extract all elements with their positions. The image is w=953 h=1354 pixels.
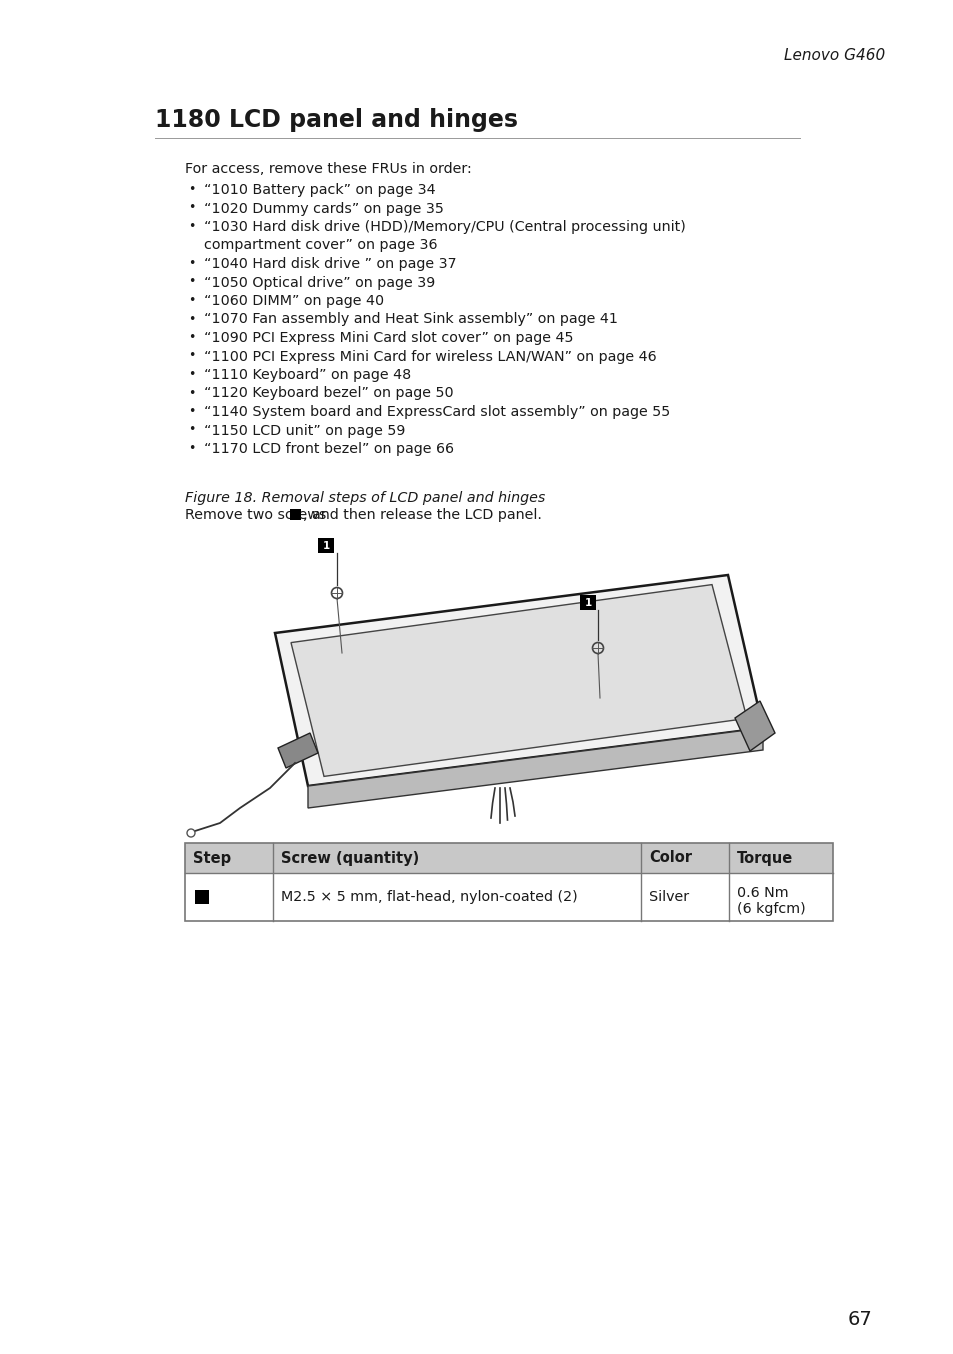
Polygon shape [277,733,317,768]
Text: “1020 Dummy cards” on page 35: “1020 Dummy cards” on page 35 [204,202,443,215]
Polygon shape [734,701,774,751]
Text: “1170 LCD front bezel” on page 66: “1170 LCD front bezel” on page 66 [204,441,454,456]
Text: •: • [188,275,195,288]
Text: Step: Step [193,850,231,865]
Text: Lenovo G460: Lenovo G460 [783,47,884,64]
Bar [317,538,334,552]
Text: •: • [188,386,195,399]
Text: 67: 67 [846,1311,871,1330]
Text: •: • [188,183,195,196]
Text: •: • [188,313,195,325]
Text: “1100 PCI Express Mini Card for wireless LAN/WAN” on page 46: “1100 PCI Express Mini Card for wireless… [204,349,656,363]
Text: •: • [188,368,195,380]
Polygon shape [308,728,762,808]
Text: Figure 18. Removal steps of LCD panel and hinges: Figure 18. Removal steps of LCD panel an… [185,492,545,505]
Text: 1: 1 [584,598,591,608]
Text: “1060 DIMM” on page 40: “1060 DIMM” on page 40 [204,294,384,307]
Text: •: • [188,405,195,418]
Text: •: • [188,349,195,363]
Text: (6 kgfcm): (6 kgfcm) [737,902,805,917]
Bar [579,594,596,611]
Text: “1030 Hard disk drive (HDD)/Memory/CPU (Central processing unit): “1030 Hard disk drive (HDD)/Memory/CPU (… [204,219,685,234]
Text: M2.5 × 5 mm, flat-head, nylon-coated (2): M2.5 × 5 mm, flat-head, nylon-coated (2) [281,890,578,904]
Text: “1070 Fan assembly and Heat Sink assembly” on page 41: “1070 Fan assembly and Heat Sink assembl… [204,313,618,326]
Text: 0.6 Nm: 0.6 Nm [737,886,788,900]
Text: “1040 Hard disk drive ” on page 37: “1040 Hard disk drive ” on page 37 [204,257,456,271]
Text: 1: 1 [322,542,330,551]
Text: Screw (quantity): Screw (quantity) [281,850,418,865]
Text: “1110 Keyboard” on page 48: “1110 Keyboard” on page 48 [204,368,411,382]
Text: Color: Color [648,850,691,865]
Text: Silver: Silver [648,890,688,904]
Text: “1090 PCI Express Mini Card slot cover” on page 45: “1090 PCI Express Mini Card slot cover” … [204,330,573,345]
Text: •: • [188,257,195,269]
Text: Remove two screws: Remove two screws [185,508,326,523]
Polygon shape [274,575,762,787]
Polygon shape [291,585,746,776]
Bar [290,509,300,520]
Bar [185,873,832,921]
Text: •: • [188,330,195,344]
Text: •: • [188,441,195,455]
Text: “1140 System board and ExpressCard slot assembly” on page 55: “1140 System board and ExpressCard slot … [204,405,670,418]
Text: “1050 Optical drive” on page 39: “1050 Optical drive” on page 39 [204,275,435,290]
Text: “1120 Keyboard bezel” on page 50: “1120 Keyboard bezel” on page 50 [204,386,453,401]
Text: “1010 Battery pack” on page 34: “1010 Battery pack” on page 34 [204,183,436,196]
Text: , and then release the LCD panel.: , and then release the LCD panel. [302,508,541,523]
Text: •: • [188,202,195,214]
Text: Torque: Torque [737,850,792,865]
Bar [194,890,209,904]
Text: “1150 LCD unit” on page 59: “1150 LCD unit” on page 59 [204,424,405,437]
Text: •: • [188,219,195,233]
Text: 1180 LCD panel and hinges: 1180 LCD panel and hinges [154,108,517,131]
Text: •: • [188,294,195,307]
Bar [185,844,832,921]
Text: For access, remove these FRUs in order:: For access, remove these FRUs in order: [185,162,471,176]
Text: •: • [188,424,195,436]
Text: compartment cover” on page 36: compartment cover” on page 36 [204,238,437,252]
Bar [185,844,832,873]
